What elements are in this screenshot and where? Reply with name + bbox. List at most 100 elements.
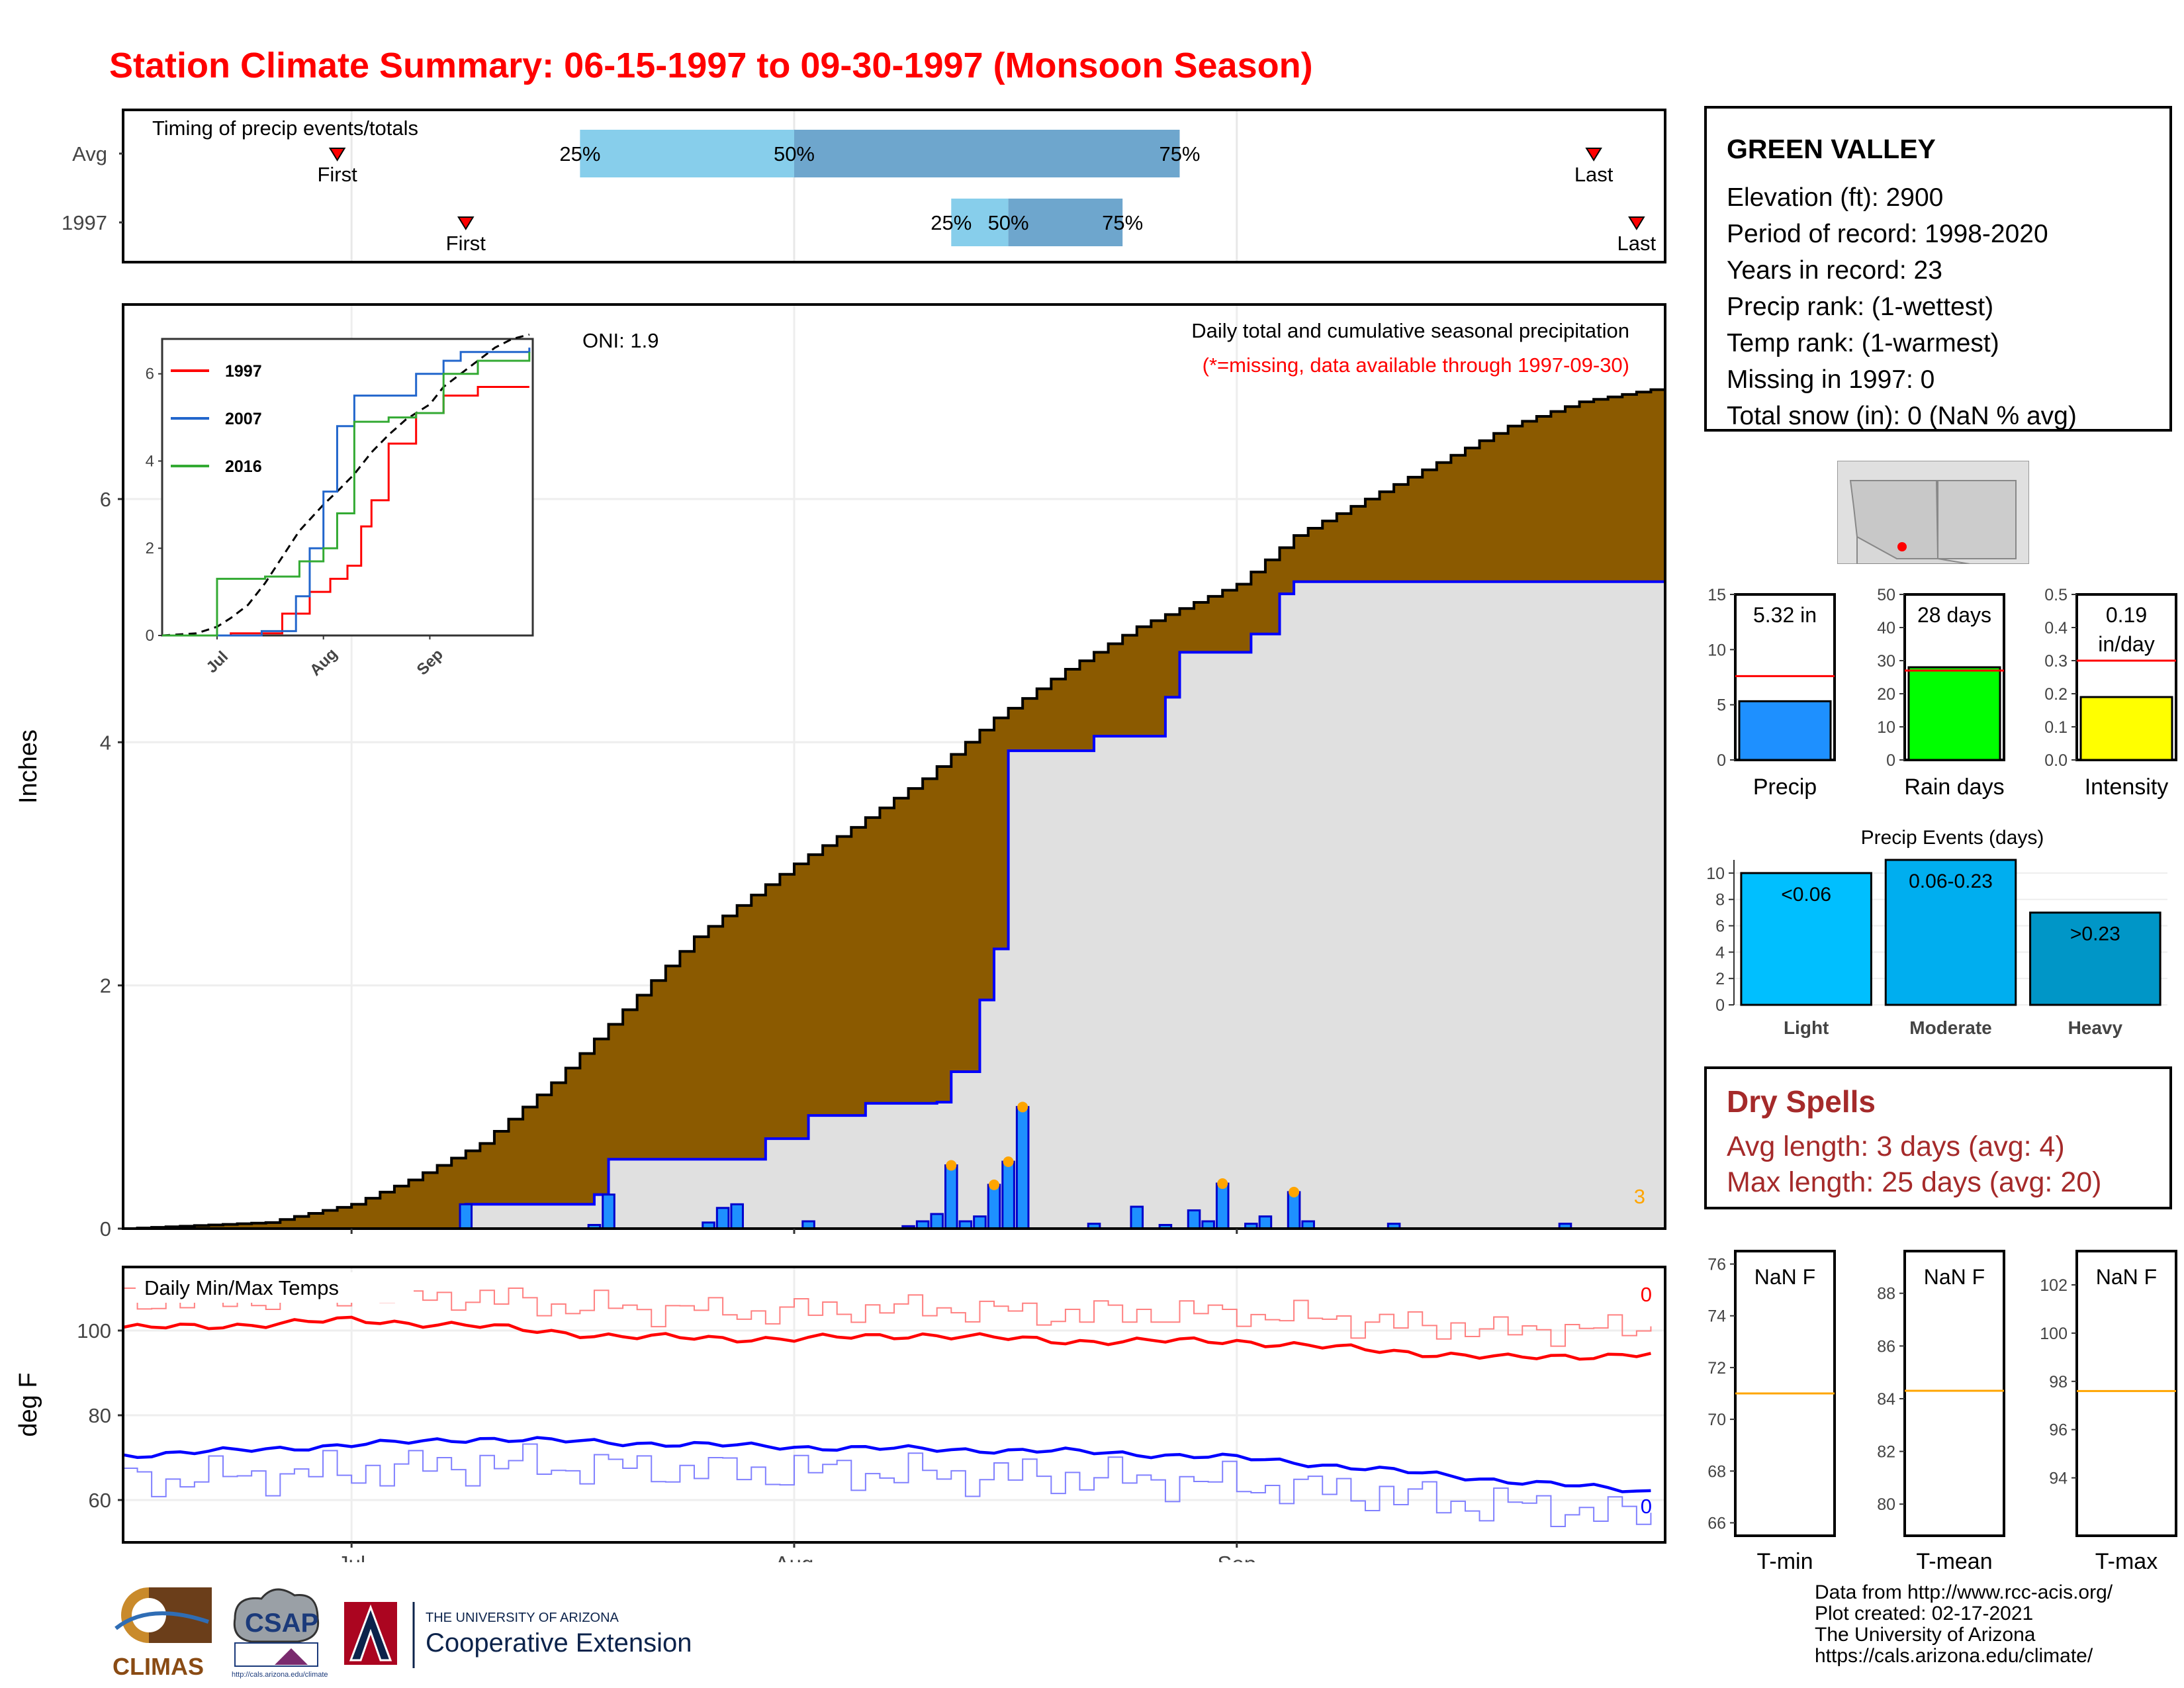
- temp-ytick-label-0: 60: [89, 1489, 111, 1512]
- event-category-1: Moderate: [1909, 1017, 1991, 1038]
- temp-summary-category-1: T-mean: [1916, 1549, 1992, 1574]
- precip-events-chart: Precip Events (days) 0 2 4 6 8 10 <0.06 Light 0.0…: [1706, 827, 2167, 1038]
- precip-ylabel: Inches: [15, 729, 42, 804]
- summary-ytick-label: 10: [1877, 718, 1895, 737]
- first-label-1: First: [446, 232, 486, 255]
- precip-frame: [122, 303, 1666, 1230]
- arizona-map: [1837, 461, 2029, 564]
- events-ytick-label: 8: [1715, 891, 1725, 910]
- station-years: Years in record: 23: [1727, 256, 1942, 285]
- temp-summary-ytick-label: 100: [2040, 1325, 2068, 1343]
- summary-ytick-label: 30: [1877, 652, 1895, 671]
- events-ytick-label: 2: [1715, 970, 1725, 988]
- daily-precip-bar: [1130, 1205, 1144, 1230]
- precip-note-title: Daily total and cumulative seasonal prec…: [1191, 319, 1629, 342]
- summary-ytick-label: 5: [1717, 696, 1726, 715]
- q75-label-0: 75%: [1159, 142, 1200, 165]
- credits: Data from http://www.rcc-acis.org/ Plot …: [1815, 1582, 2113, 1667]
- daily-precip-bar: [1001, 1160, 1015, 1230]
- climas-logo: CLIMAS: [113, 1587, 212, 1680]
- events-title: Precip Events (days): [1861, 827, 2044, 849]
- temp-summary-value-1: NaN F: [1924, 1265, 1985, 1289]
- credit-data-source: Data from http://www.rcc-acis.org/: [1815, 1581, 2113, 1603]
- temp-summary-ytick-label: 102: [2040, 1276, 2068, 1295]
- quartile-50-75-box-1: [1008, 199, 1123, 246]
- event-range-label-1: 0.06-0.23: [1909, 870, 1993, 892]
- temp-summary-ytick-label: 84: [1877, 1390, 1895, 1409]
- station-snow: Total snow (in): 0 (NaN % avg): [1727, 402, 2077, 430]
- climas-text: CLIMAS: [113, 1653, 204, 1680]
- avg-max-temp-line: [122, 1315, 1651, 1361]
- credit-plot-date: Plot created: 02-17-2021: [1815, 1603, 2034, 1624]
- precip-note-sub: (*=missing, data available through 1997-…: [1203, 353, 1629, 377]
- ua-logo: THE UNIVERSITY OF ARIZONA Cooperative Ex…: [344, 1602, 692, 1668]
- events-ytick-label: 0: [1715, 996, 1725, 1015]
- sonora-shape: [1856, 536, 1970, 564]
- page-title: Station Climate Summary: 06-15-1997 to 0…: [109, 46, 1313, 85]
- inset-ytick-label-0: 0: [146, 627, 154, 645]
- precip-ytick-label-1: 2: [100, 974, 111, 998]
- station-info-panel: GREEN VALLEY Elevation (ft): 2900 Period…: [1704, 106, 2172, 432]
- event-range-label-2: >0.23: [2070, 923, 2120, 945]
- precip-ytick-label-3: 6: [100, 488, 111, 511]
- temp-ylabel: deg F: [15, 1372, 42, 1436]
- inset-legend-label-1: 2007: [225, 410, 262, 428]
- temp-summary-value-2: NaN F: [2096, 1265, 2157, 1289]
- dry-spells-title: Dry Spells: [1727, 1084, 1876, 1119]
- temp-title-bg: [136, 1272, 414, 1303]
- event-bar-Light: [1740, 872, 1872, 1006]
- month-label-2: Sep: [1217, 1552, 1256, 1562]
- summary-ytick-label: 40: [1877, 619, 1895, 637]
- csap-url: http://cals.arizona.edu/climate: [232, 1671, 328, 1679]
- temp-summary-ytick-label: 94: [2049, 1470, 2068, 1488]
- timing-row-label-1: 1997: [62, 211, 107, 234]
- year-min-temp-line: [123, 1443, 1652, 1527]
- temp-summary-ytick-label: 80: [1877, 1495, 1895, 1514]
- max-record-count: 0: [1641, 1283, 1652, 1306]
- last-marker-0: [1585, 148, 1602, 162]
- daily-precip-bar: [715, 1207, 730, 1230]
- year-cumulative-area: [123, 581, 1665, 1229]
- temp-summary-ytick-label: 88: [1877, 1285, 1895, 1303]
- min-record-count: 0: [1641, 1495, 1652, 1518]
- ua-line1: THE UNIVERSITY OF ARIZONA: [426, 1611, 619, 1625]
- quartile-25-50-box-1: [951, 199, 1009, 246]
- daily-precip-bar: [1215, 1182, 1230, 1230]
- events-ytick-label: 6: [1715, 917, 1725, 936]
- temp-summary-ytick-label: 68: [1707, 1462, 1726, 1481]
- temp-summary-ytick-label: 66: [1707, 1514, 1726, 1532]
- temp-summary-value-0: NaN F: [1754, 1265, 1815, 1289]
- summary-ytick-label: 50: [1877, 586, 1895, 604]
- summary-category-0: Precip: [1753, 774, 1817, 800]
- summary-ytick-label: 15: [1707, 586, 1726, 604]
- new-mexico-shape: [1937, 480, 2017, 559]
- precip-ytick-label-2: 4: [100, 731, 111, 754]
- station-location-marker: [1897, 542, 1907, 551]
- daily-precip-bar: [930, 1213, 944, 1230]
- last-marker-1: [1628, 216, 1645, 230]
- station-name: GREEN VALLEY: [1727, 134, 1936, 164]
- csap-text: CSAP: [245, 1609, 318, 1638]
- daily-precip-bar: [602, 1194, 615, 1230]
- dry-avg-length: Avg length: 3 days (avg: 4): [1727, 1131, 2065, 1162]
- daily-precip-bar: [1015, 1105, 1030, 1230]
- extreme-precip-dot: [989, 1179, 1000, 1190]
- first-marker-0: [328, 148, 346, 162]
- event-bar-Heavy: [2029, 912, 2161, 1006]
- temperature-chart: 60 80 100 Daily Min/Max Temps 0 0 deg F Jul Aug S…: [15, 1266, 1666, 1562]
- temperature-summary-charts: 66 68 70 72 74 76 NaN F T-min 80 82 84 86 88 NaN F T-m…: [1707, 1250, 2177, 1574]
- summary-ytick-label: 20: [1877, 685, 1895, 704]
- dry-max-length: Max length: 25 days (avg: 20): [1727, 1166, 2102, 1198]
- event-range-label-0: <0.06: [1781, 884, 1831, 906]
- rain-days-label: 28 days: [1917, 603, 1991, 627]
- events-ytick-label: 4: [1715, 943, 1725, 962]
- extreme-precip-dot: [1017, 1102, 1028, 1113]
- temp-title: Daily Min/Max Temps: [144, 1276, 339, 1299]
- summary-ytick-label: 0.5: [2044, 586, 2068, 604]
- timing-header: Timing of precip events/totals: [152, 117, 418, 140]
- extreme-count-label: 3: [1634, 1185, 1645, 1208]
- station-elevation: Elevation (ft): 2900: [1727, 183, 1944, 212]
- daily-precip-bar: [944, 1164, 958, 1230]
- summary-bar-Precip: [1738, 700, 1832, 761]
- last-label-1: Last: [1617, 232, 1657, 255]
